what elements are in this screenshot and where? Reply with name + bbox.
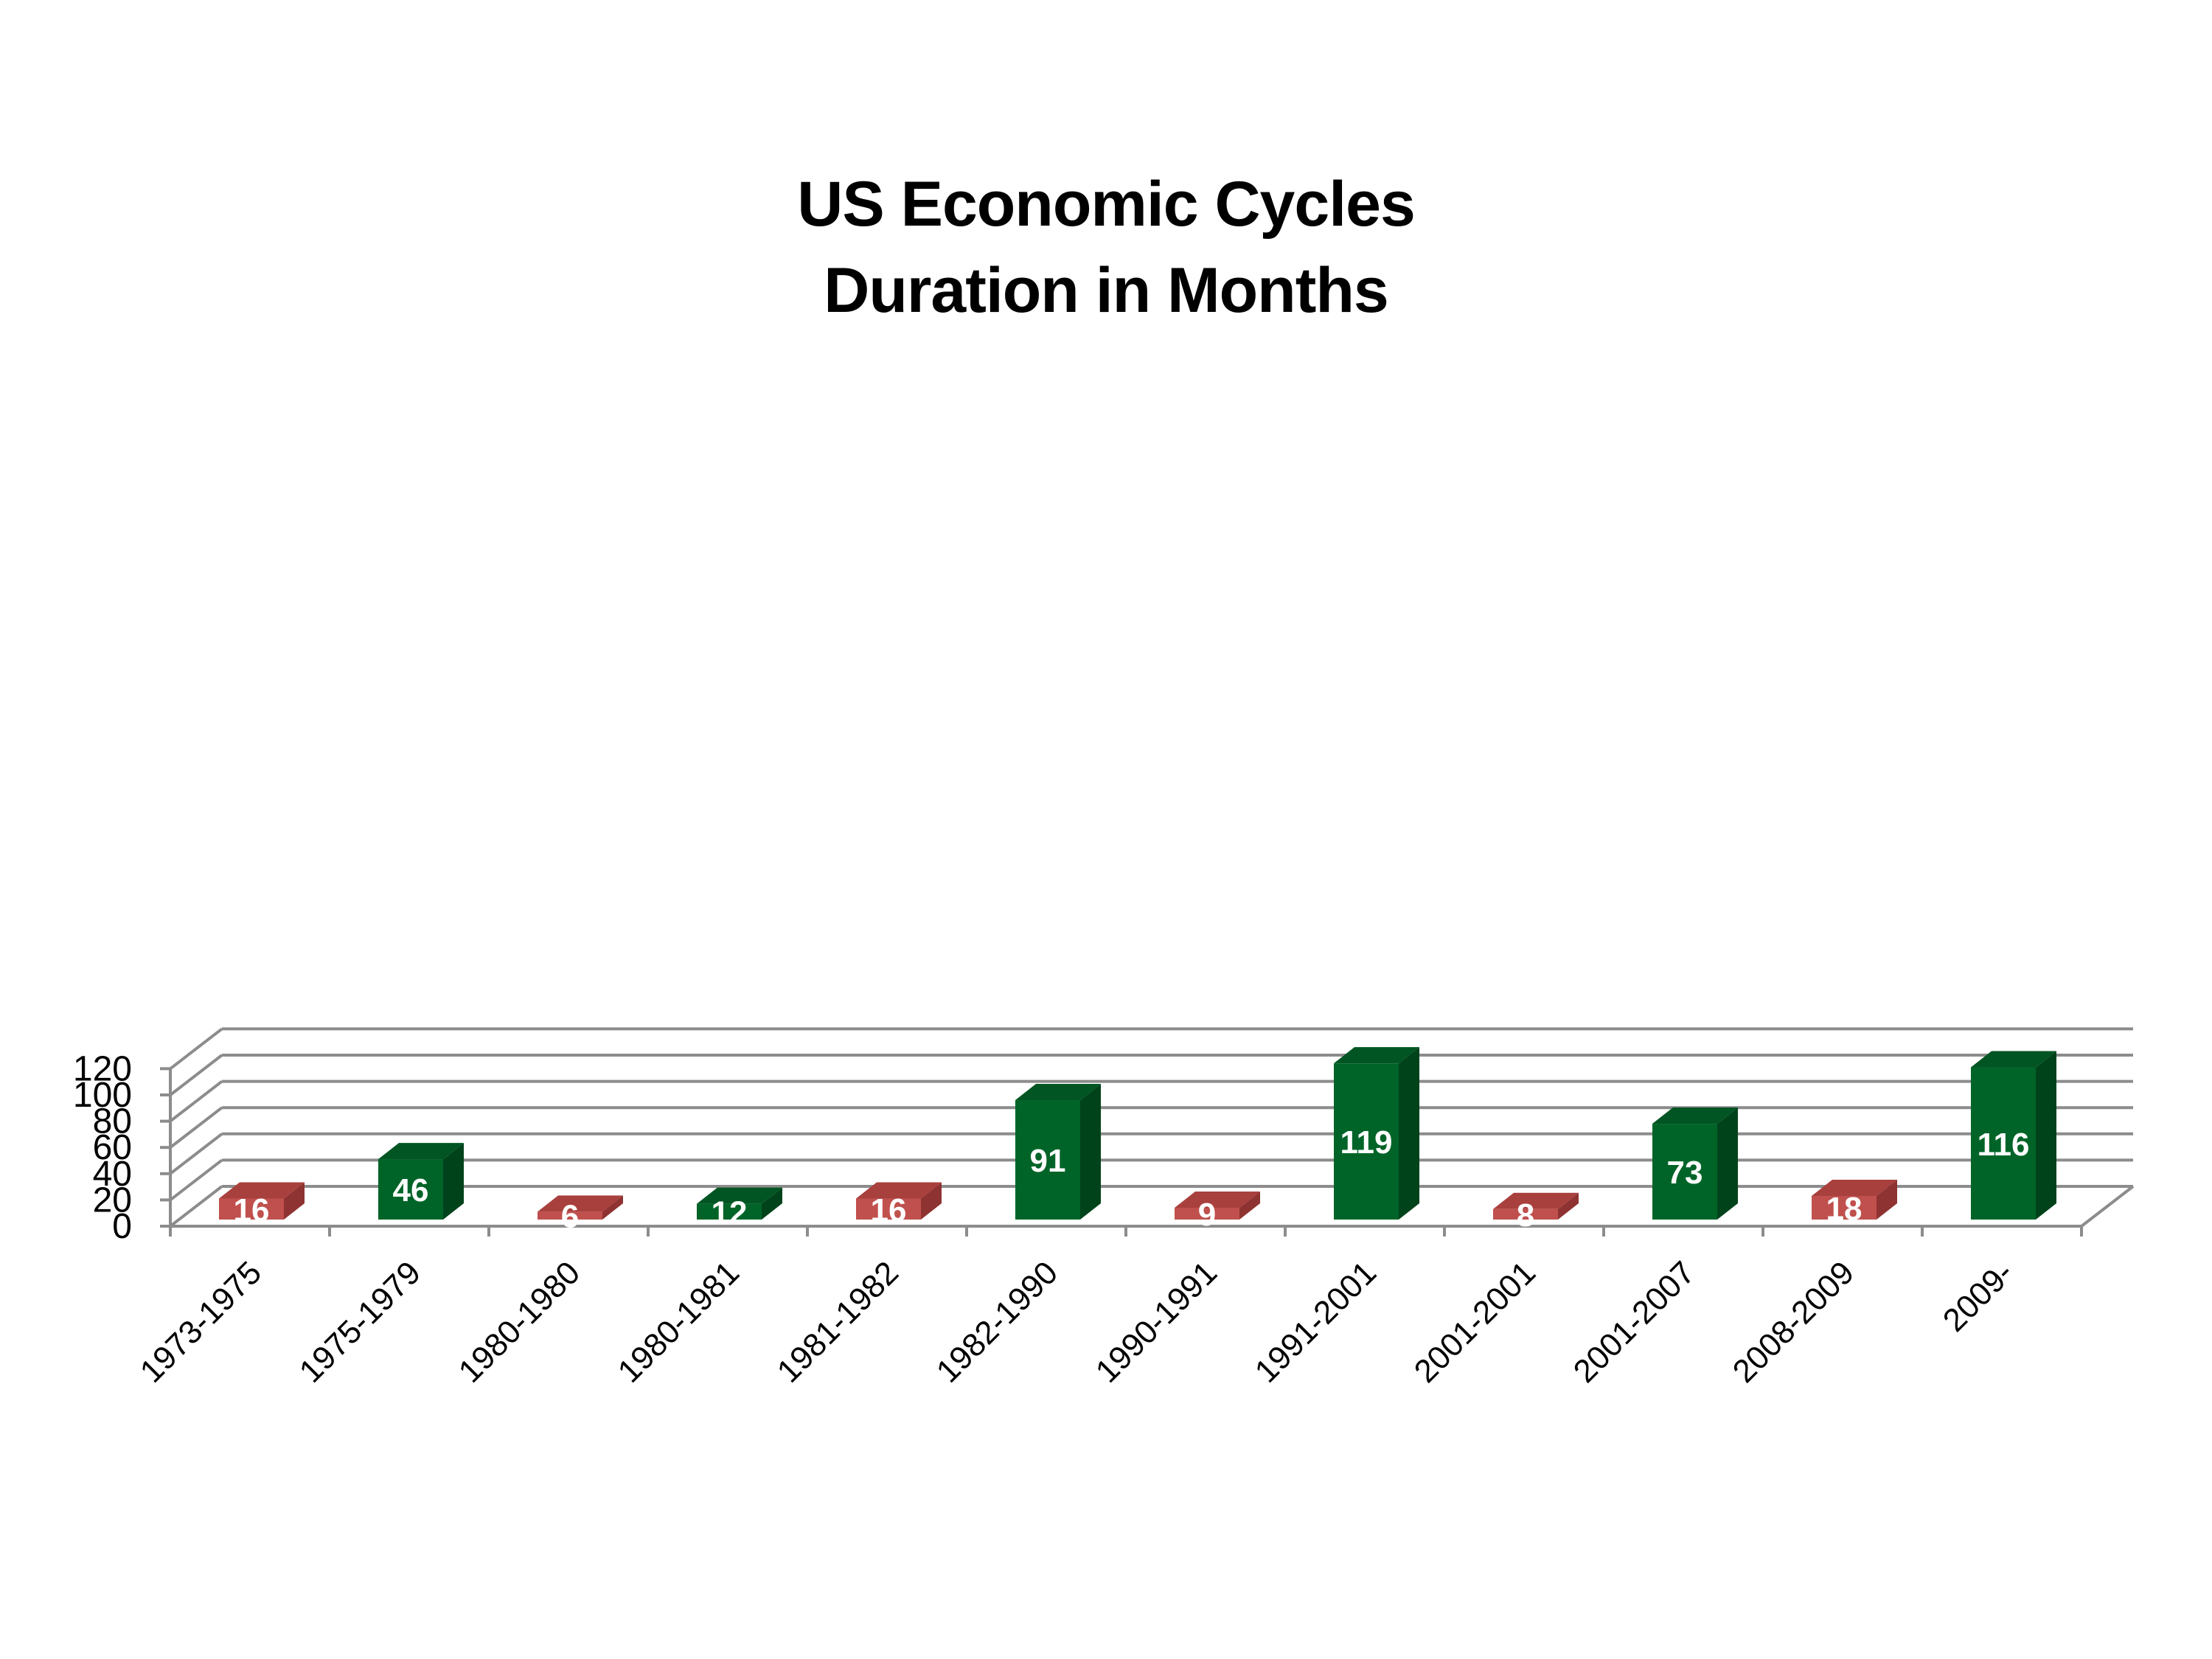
data-label: 18 bbox=[1826, 1191, 1863, 1227]
x-tick-label: 1980-1980 bbox=[452, 1254, 587, 1389]
y-tick-label: 40 bbox=[93, 1155, 132, 1194]
bar bbox=[856, 1198, 921, 1220]
bar-top bbox=[1175, 1191, 1260, 1208]
bar bbox=[1971, 1067, 2036, 1220]
bar-top bbox=[697, 1187, 782, 1204]
data-label: 9 bbox=[1198, 1197, 1216, 1233]
bar bbox=[219, 1198, 284, 1220]
y-tick-label: 120 bbox=[73, 1049, 132, 1088]
y-tick-label: 100 bbox=[73, 1076, 132, 1115]
data-label: 12 bbox=[712, 1194, 748, 1231]
bar-side bbox=[1239, 1191, 1260, 1220]
bar-top bbox=[1334, 1047, 1419, 1064]
data-label: 46 bbox=[393, 1172, 429, 1208]
data-label: 8 bbox=[1517, 1197, 1534, 1234]
bar-top bbox=[219, 1182, 305, 1199]
y-tick-label: 0 bbox=[112, 1207, 132, 1246]
x-tick-label: 1980-1981 bbox=[611, 1254, 746, 1389]
bar-top bbox=[1015, 1084, 1101, 1101]
bar bbox=[1493, 1208, 1558, 1220]
chart-subtitle: Duration in Months bbox=[824, 255, 1388, 326]
bar bbox=[1334, 1063, 1399, 1220]
bar bbox=[1175, 1207, 1239, 1220]
data-label: 6 bbox=[561, 1199, 579, 1235]
chart-title: US Economic Cycles bbox=[797, 169, 1416, 240]
x-tick-label: 1982-1990 bbox=[930, 1254, 1065, 1389]
bar bbox=[697, 1203, 762, 1220]
y-tick-label: 20 bbox=[93, 1180, 132, 1220]
bar-top bbox=[856, 1182, 942, 1199]
gridline-depth bbox=[169, 1080, 223, 1123]
x-tick-label: 1990-1991 bbox=[1089, 1254, 1224, 1389]
data-label: 91 bbox=[1030, 1143, 1066, 1179]
bar-side bbox=[1558, 1192, 1579, 1220]
bar bbox=[538, 1211, 602, 1220]
bar bbox=[1812, 1195, 1877, 1220]
bar-side bbox=[443, 1143, 464, 1220]
bar bbox=[1015, 1100, 1080, 1220]
bar-side bbox=[921, 1182, 942, 1220]
bar-top bbox=[1812, 1179, 1897, 1196]
bar-side bbox=[1080, 1084, 1101, 1220]
data-label: 119 bbox=[1340, 1124, 1393, 1161]
y-tick-label: 80 bbox=[93, 1102, 132, 1141]
bar bbox=[378, 1159, 443, 1220]
bar-side bbox=[1877, 1179, 1897, 1220]
bar-side bbox=[1717, 1107, 1738, 1220]
bar-top bbox=[1493, 1192, 1579, 1209]
bar-side bbox=[762, 1187, 782, 1220]
gridline-depth bbox=[169, 1185, 223, 1228]
bar-top bbox=[1971, 1051, 2056, 1068]
x-tick-label: 2009- bbox=[1936, 1254, 2020, 1338]
x-tick-label: 2008-2009 bbox=[1726, 1254, 1861, 1389]
data-label: 16 bbox=[871, 1192, 907, 1228]
bar-top bbox=[1652, 1107, 1738, 1124]
bar bbox=[1652, 1124, 1717, 1220]
x-tick-label: 1991-2001 bbox=[1248, 1254, 1383, 1389]
x-tick-label: 1981-1982 bbox=[771, 1254, 905, 1389]
bar-side bbox=[284, 1182, 305, 1220]
gridline-depth bbox=[169, 1133, 223, 1175]
x-axis-depth-line bbox=[2080, 1185, 2135, 1228]
bar-top bbox=[378, 1143, 464, 1160]
data-label: 73 bbox=[1667, 1155, 1703, 1191]
x-tick-label: 2001-2007 bbox=[1567, 1254, 1702, 1389]
bar-side bbox=[2036, 1051, 2056, 1220]
x-tick-label: 1973-1975 bbox=[133, 1254, 268, 1389]
x-tick-label: 2001-2001 bbox=[1408, 1254, 1543, 1389]
gridline-depth bbox=[169, 1158, 223, 1201]
bar-top bbox=[538, 1195, 623, 1212]
x-tick-label: 1975-1979 bbox=[293, 1254, 428, 1389]
gridline-depth bbox=[169, 1106, 223, 1149]
gridline-depth bbox=[169, 1054, 223, 1096]
bar-side bbox=[602, 1195, 623, 1220]
bar-side bbox=[1399, 1047, 1419, 1220]
gridline-depth bbox=[169, 1027, 223, 1070]
y-tick-label: 60 bbox=[93, 1128, 132, 1167]
data-label: 16 bbox=[234, 1192, 270, 1228]
data-label: 116 bbox=[1978, 1127, 2030, 1163]
